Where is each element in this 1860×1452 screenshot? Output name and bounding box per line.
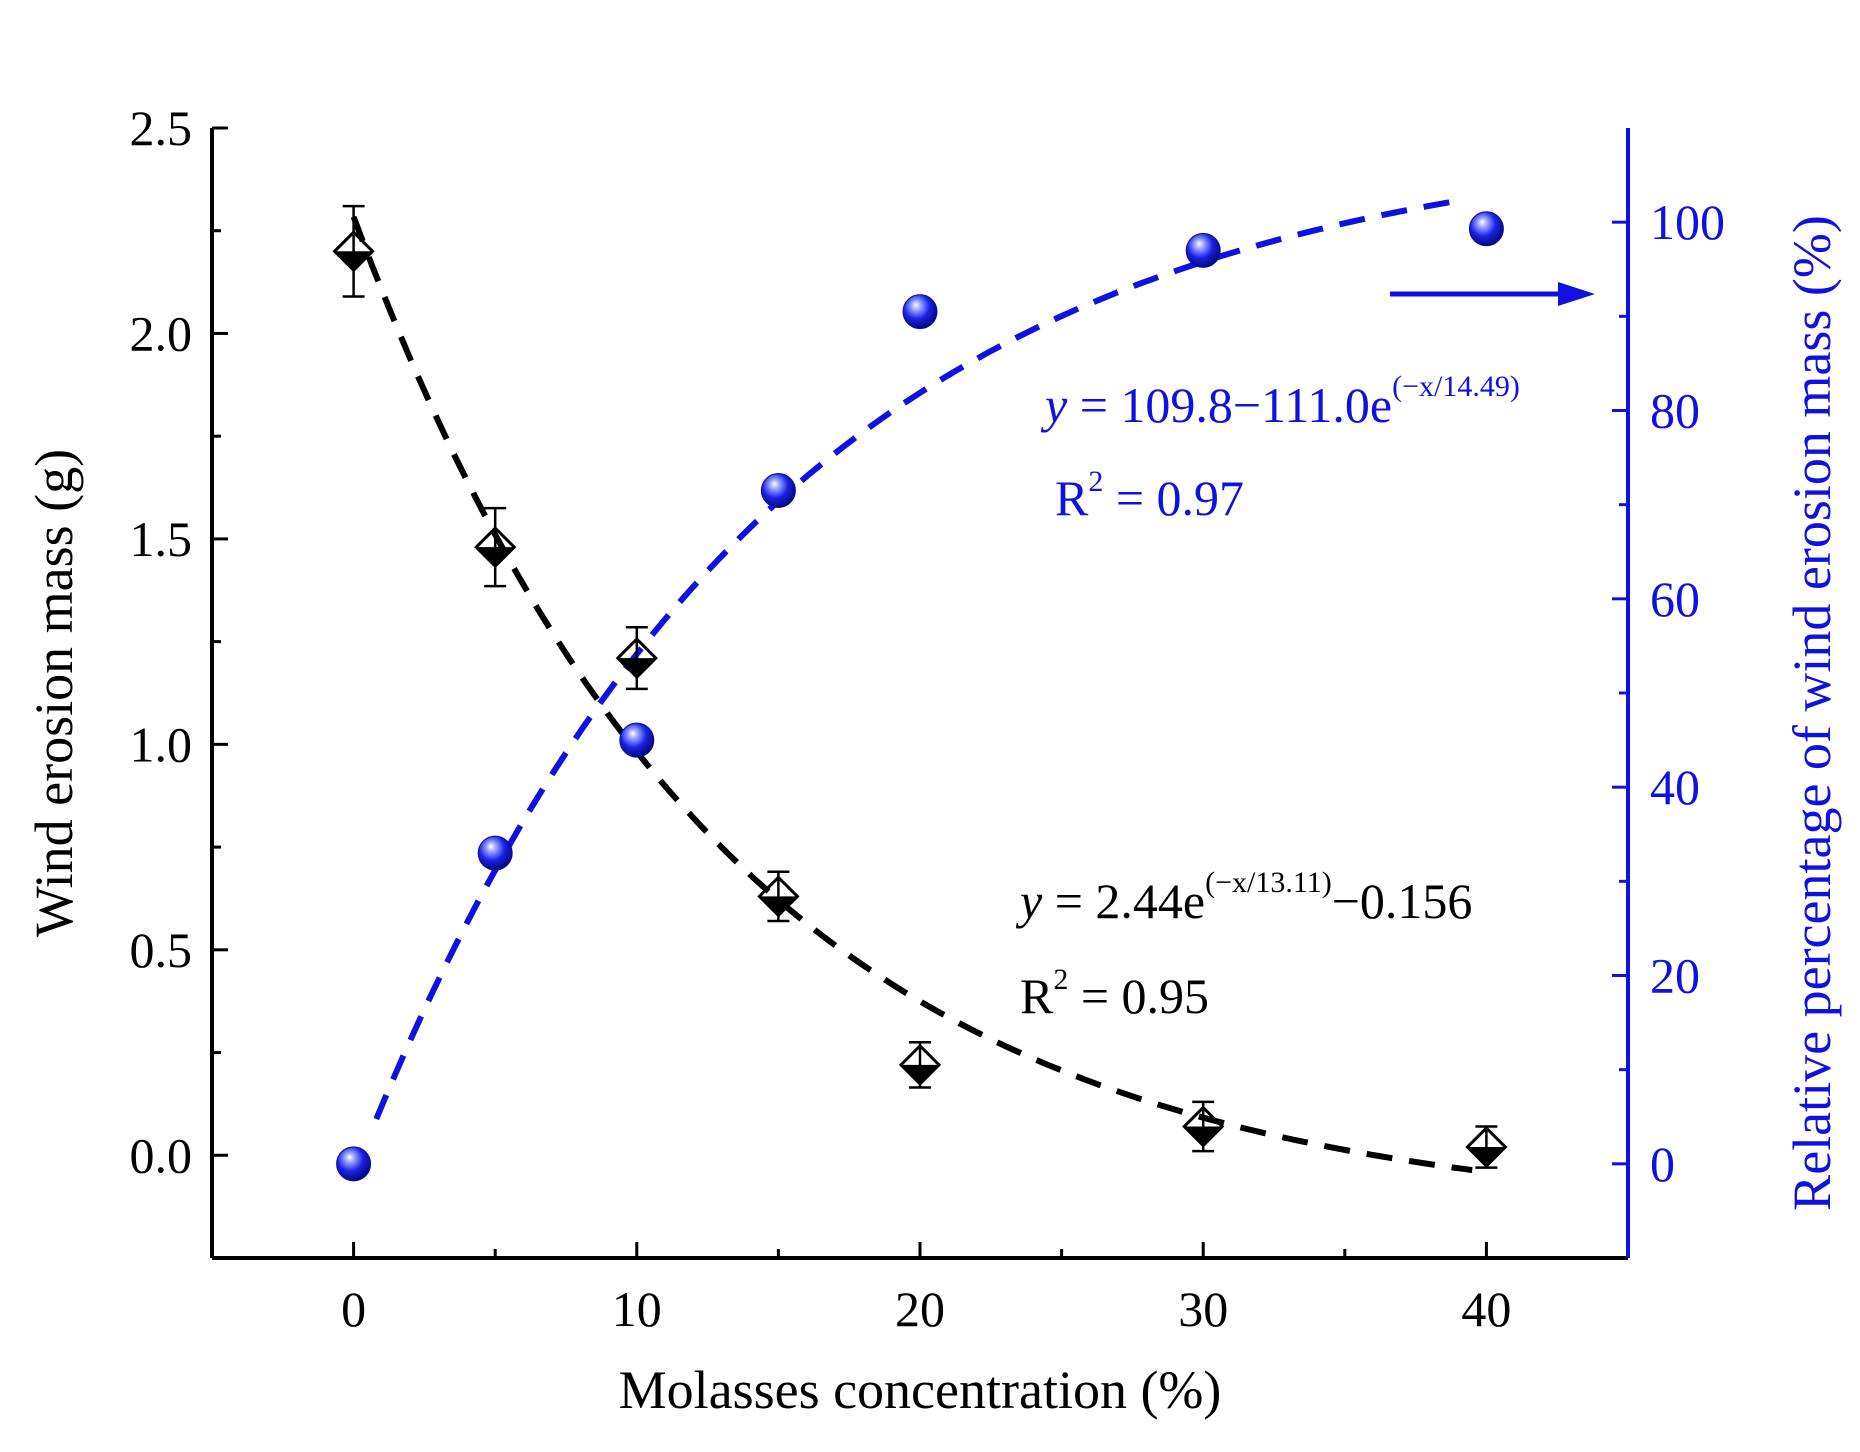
r2-letter: R xyxy=(1055,470,1089,526)
left-tick-label: 1.0 xyxy=(130,716,193,772)
diamond-outline xyxy=(757,875,800,918)
diamond-lower-fill xyxy=(1184,1126,1223,1146)
eq-variable: y xyxy=(1015,873,1043,929)
equation-right: y = 109.8−111.0e(−x/14.49) xyxy=(1040,370,1520,433)
diamond-lower-fill xyxy=(759,896,798,916)
relative-percentage-point xyxy=(477,835,513,871)
eq-variable: y xyxy=(1040,377,1068,433)
left-tick-label: 0.0 xyxy=(130,1127,193,1183)
left-tick-label: 1.5 xyxy=(130,511,193,567)
equation-left: y = 2.44e(−x/13.11)−0.156 xyxy=(1015,866,1472,929)
fit-curve-left xyxy=(350,215,1473,1174)
diamond-outline xyxy=(898,1043,942,1086)
r-squared-left: R2 = 0.95 xyxy=(1020,963,1209,1024)
diamond-lower-fill xyxy=(617,658,656,678)
relative-percentage-point xyxy=(1185,232,1221,268)
r2-superscript: 2 xyxy=(1053,963,1068,996)
diamond-lower-fill xyxy=(334,251,373,271)
diamond-outline xyxy=(1465,1125,1508,1169)
relative-percentage-point xyxy=(619,722,655,758)
x-tick-label: 10 xyxy=(612,1281,662,1337)
left-tick-label: 2.5 xyxy=(130,100,193,156)
right-axis-title: Relative percentage of wind erosion mass… xyxy=(1782,215,1842,1211)
diamond-lower-fill xyxy=(476,547,515,567)
eq-exponent: (−x/13.11) xyxy=(1205,866,1332,899)
r2-value: = 0.97 xyxy=(1103,470,1244,526)
x-tick-label: 40 xyxy=(1461,1281,1511,1337)
diamond-outline xyxy=(474,526,517,569)
fit-curves xyxy=(350,197,1473,1174)
diamond-outline xyxy=(615,636,658,680)
data-points xyxy=(332,211,1508,1182)
wind-erosion-mass-point xyxy=(1465,1125,1508,1169)
relative-percentage-point xyxy=(760,473,796,509)
eq-body: = 2.44e xyxy=(1042,873,1205,929)
right-tick-label: 40 xyxy=(1650,759,1700,815)
wind-erosion-mass-point xyxy=(1182,1105,1225,1148)
relative-percentage-point xyxy=(1468,211,1504,247)
x-axis-title: Molasses concentration (%) xyxy=(619,1360,1222,1420)
right-tick-label: 20 xyxy=(1650,948,1700,1004)
wind-erosion-mass-point xyxy=(757,875,800,918)
r2-value: = 0.95 xyxy=(1068,968,1209,1024)
x-tick-label: 20 xyxy=(895,1281,945,1337)
eq-exponent: (−x/14.49) xyxy=(1392,370,1520,403)
left-tick-label: 2.0 xyxy=(130,305,193,361)
x-tick-label: 0 xyxy=(341,1281,366,1337)
axes xyxy=(210,126,1630,1260)
right-tick-label: 0 xyxy=(1650,1136,1675,1192)
x-tick-label: 30 xyxy=(1178,1281,1228,1337)
diamond-lower-fill xyxy=(1467,1147,1506,1167)
eq-body: = 109.8−111.0e xyxy=(1067,377,1392,433)
wind-erosion-mass-point xyxy=(898,1043,942,1086)
right-tick-label: 100 xyxy=(1650,194,1725,250)
r-squared-right: R2 = 0.97 xyxy=(1055,465,1244,526)
r2-superscript: 2 xyxy=(1088,465,1103,498)
wind-erosion-mass-point xyxy=(474,526,517,569)
fit-curve-right xyxy=(373,197,1459,1121)
relative-percentage-point xyxy=(902,294,938,330)
r2-letter: R xyxy=(1020,968,1054,1024)
right-tick-label: 80 xyxy=(1650,383,1700,439)
eq-tail: −0.156 xyxy=(1332,873,1473,929)
diamond-lower-fill xyxy=(901,1064,939,1084)
right-tick-label: 60 xyxy=(1650,571,1700,627)
diamond-outline xyxy=(332,230,375,273)
diamond-outline xyxy=(1182,1105,1225,1148)
wind-erosion-mass-point xyxy=(615,636,658,680)
labels: 0.0 0.5 1.0 1.5 2.0 2.5 0 20 40 60 80 100 0 10 20 30 40 M… xyxy=(24,100,1842,1420)
left-axis-title: Wind erosion mass (g) xyxy=(24,449,84,937)
wind-erosion-mass-point xyxy=(332,230,375,273)
arrow-head xyxy=(1558,282,1595,306)
relative-percentage-point xyxy=(336,1146,372,1182)
left-tick-label: 0.5 xyxy=(130,922,193,978)
